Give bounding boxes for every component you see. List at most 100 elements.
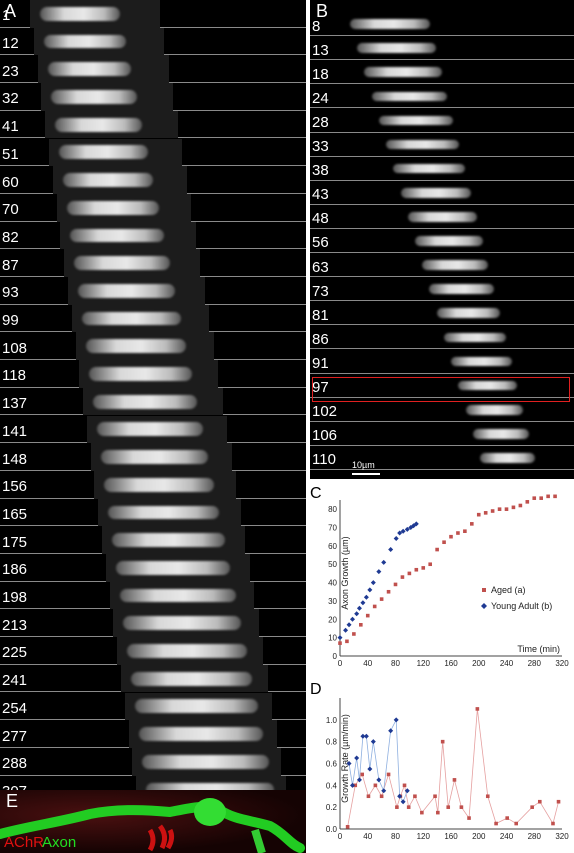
axon-growth-cone — [422, 260, 489, 270]
axon-terminal — [51, 90, 137, 104]
axon-growth-cone — [364, 67, 442, 78]
x-tick-label: 160 — [444, 659, 458, 668]
timepoint-label: 81 — [312, 306, 329, 324]
timelapse-frame: 73 — [310, 277, 574, 302]
timelapse-frame: 148 — [0, 443, 306, 471]
data-point — [360, 772, 364, 777]
data-point — [353, 783, 358, 788]
timepoint-label: 106 — [312, 427, 338, 445]
panel-e-micrograph: E AChR Axon — [0, 790, 306, 853]
data-point — [373, 783, 378, 788]
x-tick-label: 160 — [444, 832, 458, 841]
timepoint-label: 277 — [2, 727, 28, 745]
timelapse-frame: 93 — [0, 277, 306, 305]
legend-entry: Aged (a) — [491, 585, 526, 595]
y-tick-label: 30 — [328, 597, 337, 606]
data-point — [376, 777, 382, 783]
timepoint-label: 165 — [2, 505, 28, 523]
timelapse-frame: 110 — [310, 446, 574, 470]
data-point — [365, 613, 370, 618]
panel-letter-b: B — [316, 1, 329, 21]
axon-terminal — [66, 200, 159, 215]
axon-terminal — [70, 228, 165, 243]
timepoint-label: 12 — [2, 35, 19, 53]
data-point — [483, 511, 488, 515]
axon-terminal — [40, 6, 120, 21]
data-point — [352, 632, 356, 636]
data-point — [511, 505, 516, 510]
x-axis-label: Time (min) — [517, 644, 560, 654]
timelapse-frame: 13 — [310, 36, 574, 61]
data-point — [414, 567, 419, 572]
data-point — [381, 559, 387, 565]
data-point — [408, 525, 414, 531]
legend-entry: Young Adult (b) — [491, 601, 552, 611]
scale-bar-label: 10µm — [352, 460, 375, 470]
axon-growth-cone — [451, 356, 512, 367]
axon-terminal — [89, 367, 192, 381]
legend-marker — [481, 603, 487, 609]
data-point — [435, 547, 439, 552]
axon-terminal — [142, 754, 269, 769]
axon-growth-cone — [458, 380, 518, 391]
data-point — [356, 777, 362, 783]
timepoint-label: 28 — [312, 113, 329, 131]
timepoint-label: 13 — [312, 41, 329, 59]
data-point — [346, 622, 352, 628]
x-tick-label: 240 — [500, 659, 514, 668]
panel-letter-e: E — [6, 791, 19, 811]
x-tick-label: 120 — [417, 832, 431, 841]
axon-growth-cone — [429, 284, 495, 295]
data-point — [354, 755, 360, 761]
x-tick-label: 80 — [391, 659, 400, 668]
timepoint-label: 8 — [312, 17, 321, 35]
data-point — [400, 528, 406, 534]
panel-e-drawing — [0, 798, 305, 853]
x-tick-label: 320 — [555, 832, 569, 841]
x-tick-label: 0 — [338, 832, 343, 841]
axon-terminal — [62, 173, 154, 187]
data-point — [538, 799, 542, 804]
timepoint-label: 73 — [312, 282, 329, 300]
data-point — [485, 794, 490, 799]
data-point — [413, 521, 419, 527]
timepoint-label: 1 — [2, 7, 11, 25]
y-tick-label: 40 — [328, 579, 337, 588]
timelapse-frame: 48 — [310, 205, 574, 229]
timepoint-label: 213 — [2, 616, 28, 634]
axon-growth-cone — [443, 332, 506, 343]
axon-terminal — [127, 644, 247, 658]
axon-terminal — [112, 533, 225, 548]
axon-growth-cone — [480, 453, 535, 463]
timelapse-frame: 277 — [0, 720, 306, 748]
data-point — [400, 575, 405, 579]
data-point — [452, 778, 457, 782]
axon-growth-cone — [415, 236, 483, 246]
timepoint-label: 108 — [2, 339, 28, 357]
chart-c: C 0 40 80 120 160 200 240 280 320 0 10 20 30 40 50 60 70 8… — [310, 485, 569, 668]
timelapse-frame: 99 — [0, 304, 306, 333]
timelapse-frame: 33 — [310, 133, 574, 157]
timepoint-label: 60 — [2, 173, 19, 191]
timelapse-frame: 24 — [310, 84, 574, 109]
data-point — [404, 526, 410, 532]
data-point — [393, 536, 399, 542]
timepoint-label: 93 — [2, 284, 19, 302]
data-point — [530, 805, 534, 809]
x-tick-label: 320 — [555, 659, 569, 668]
data-point — [497, 507, 502, 511]
data-point — [553, 494, 557, 499]
timelapse-frame: 18 — [310, 60, 574, 85]
data-point — [442, 540, 446, 545]
timelapse-frame: 97 — [310, 374, 574, 398]
data-point — [393, 582, 398, 587]
data-point — [436, 810, 440, 815]
timelapse-frame: 56 — [310, 229, 574, 254]
data-point — [532, 496, 537, 500]
timepoint-label: 82 — [2, 228, 19, 246]
timepoint-label: 56 — [312, 234, 329, 252]
data-point — [470, 522, 474, 526]
data-point — [456, 531, 460, 535]
data-point — [505, 816, 509, 820]
series-line — [347, 708, 559, 827]
